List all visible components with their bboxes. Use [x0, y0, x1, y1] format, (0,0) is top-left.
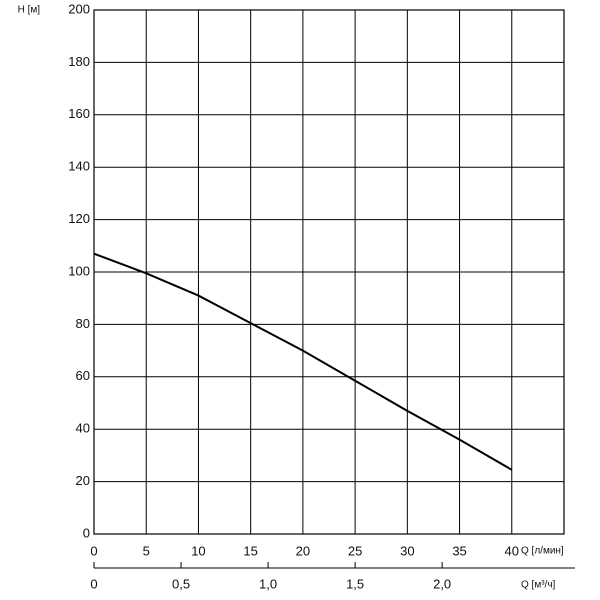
x-tick-label: 15: [243, 543, 257, 558]
y-tick-label: 140: [68, 159, 90, 174]
x2-tick-label: 2,0: [433, 576, 451, 591]
curve: [93, 252, 513, 471]
x2-axis-label: Q [м³/ч]: [521, 580, 556, 591]
x-tick-label: 0: [90, 543, 97, 558]
y-tick-label: 120: [68, 211, 90, 226]
x-tick-label: 30: [400, 543, 414, 558]
y-tick-label: 160: [68, 106, 90, 121]
y-tick-label: 200: [68, 1, 90, 16]
y-tick-label: 100: [68, 263, 90, 278]
x-tick-label: 40: [505, 543, 519, 558]
x-tick-label: 25: [348, 543, 362, 558]
x2-tick-label: 1,5: [346, 576, 364, 591]
y-tick-label: 80: [76, 316, 90, 331]
y-axis-label: H [м]: [18, 5, 41, 16]
x2-tick-label: 0,5: [172, 576, 190, 591]
x-axis-label: Q [л/мин]: [521, 546, 564, 557]
y-tick-label: 0: [83, 525, 90, 540]
y-tick-label: 60: [76, 368, 90, 383]
x-tick-label: 35: [452, 543, 466, 558]
y-tick-label: 180: [68, 54, 90, 69]
x-tick-label: 20: [296, 543, 310, 558]
x2-tick-label: 1,0: [259, 576, 277, 591]
x-tick-label: 5: [143, 543, 150, 558]
x2-tick-label: 0: [90, 576, 97, 591]
y-tick-label: 40: [76, 421, 90, 436]
y-tick-label: 20: [76, 473, 90, 488]
x-tick-label: 10: [191, 543, 205, 558]
